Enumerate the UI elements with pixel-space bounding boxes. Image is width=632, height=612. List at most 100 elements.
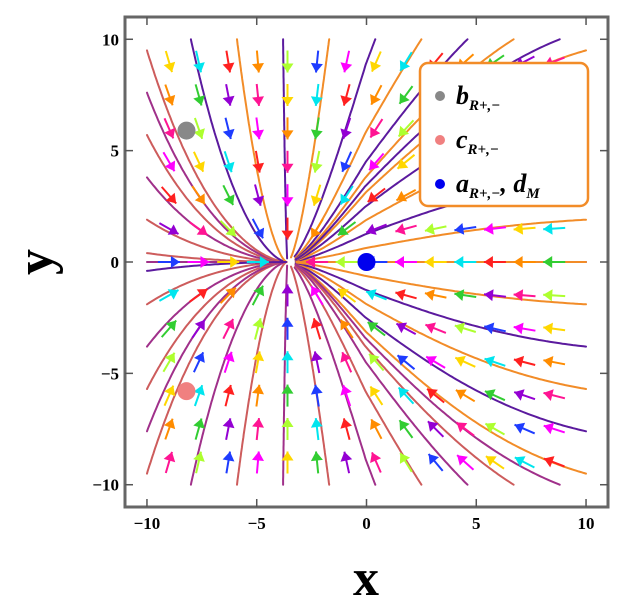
y-tick-label: 5 (111, 142, 120, 161)
vector-arrow-head (427, 421, 439, 432)
vector-arrow-head (399, 93, 410, 104)
vector-arrow-head (483, 256, 493, 268)
vector-arrow-head (513, 256, 523, 268)
x-tick-label: 10 (578, 514, 595, 533)
vector-arrow-head (281, 418, 294, 427)
vector-arrow-head (340, 451, 353, 462)
stream-line (282, 38, 289, 260)
vector-arrow-head (513, 289, 524, 302)
vector-arrow-head (165, 192, 177, 204)
vector-arrow-head (200, 256, 210, 268)
vector-arrow-head (369, 159, 380, 171)
vector-arrow-head (366, 289, 377, 301)
vector-arrow-head (340, 161, 352, 172)
legend-label-b: bR+,− (456, 81, 500, 114)
stream-line (294, 263, 587, 475)
vector-arrow-head (253, 227, 265, 239)
vector-arrow-head (222, 418, 235, 429)
vector-arrow-head (484, 322, 495, 335)
legend-label-a: aR+,−, dM (456, 169, 540, 202)
stream-line (295, 218, 587, 263)
vector-arrow-head (310, 451, 323, 462)
stream-line (293, 266, 377, 486)
vector-arrow-head (164, 127, 176, 139)
vector-arrow-head (281, 230, 294, 240)
vector-arrow-head (164, 352, 176, 364)
legend: bR+,− cR+,− aR+,−, dM (418, 61, 590, 208)
vector-arrow-head (281, 451, 294, 461)
vector-arrow-head (370, 94, 381, 105)
vector-arrow-head (543, 222, 553, 235)
vector-arrow-head (513, 355, 525, 368)
equilibrium-point-a (357, 253, 376, 271)
vector-arrow-head (163, 418, 176, 430)
y-tick-label: −5 (101, 364, 119, 383)
vector-arrow-head (543, 289, 553, 302)
stream-line (146, 134, 288, 263)
vector-arrow-head (306, 256, 316, 268)
vector-arrow-head (222, 385, 235, 396)
vector-arrow-head (164, 385, 176, 397)
x-tick-label: −10 (134, 514, 161, 533)
axis-ticks: −10 −5 0 5 10 −10 −5 0 5 10 (92, 17, 608, 533)
vector-arrow-head (398, 387, 410, 399)
vector-arrow-head (396, 322, 408, 334)
vector-arrow-head (340, 95, 352, 106)
vector-arrow-head (163, 94, 176, 106)
vector-arrow-head (396, 190, 408, 202)
vector-arrow-head (428, 454, 439, 465)
y-tick-label: −10 (92, 476, 119, 495)
vector-arrow-head (310, 418, 323, 428)
vector-arrow-head (367, 322, 379, 333)
stream-line (290, 265, 331, 486)
vector-arrow-head (281, 163, 294, 173)
vector-arrow-head (484, 355, 495, 368)
vector-arrow-head (456, 422, 468, 433)
vector-arrow-head (193, 95, 205, 106)
vector-arrow-head (370, 419, 381, 430)
vector-arrow-head (252, 162, 265, 173)
y-tick-label: 10 (102, 30, 119, 49)
vector-arrow-head (424, 289, 435, 301)
stream-line (146, 49, 287, 263)
vector-arrow-head (340, 418, 352, 429)
equilibrium-point-b (177, 121, 196, 140)
vector-arrow-head (252, 451, 264, 461)
vector-arrow-head (397, 158, 409, 169)
vector-arrow-head (513, 222, 524, 235)
stream-line (295, 261, 587, 306)
vector-arrow-head (543, 422, 555, 435)
stream-line (290, 38, 331, 259)
vector-arrow-head (513, 322, 524, 335)
x-tick-label: −5 (248, 514, 266, 533)
vector-arrow-head (398, 125, 410, 137)
vector-arrow-head (484, 389, 496, 401)
vector-arrow-head (338, 225, 349, 236)
vector-arrow-head (164, 160, 176, 172)
vector-arrow-head (194, 352, 205, 363)
vector-arrow-head (310, 227, 322, 238)
vector-arrow-head (252, 63, 264, 73)
vector-arrow-head (163, 61, 176, 73)
vector-arrow-head (366, 223, 377, 235)
stream-line (295, 264, 515, 486)
vector-arrow-head (340, 352, 352, 363)
vector-arrow-head (193, 451, 205, 462)
vector-arrow-head (340, 128, 352, 139)
stream-line (146, 261, 288, 390)
stream-line (295, 264, 469, 486)
vector-arrow-head (424, 223, 435, 235)
legend-label-c: cR+,− (456, 125, 499, 158)
y-axis-title: y (7, 249, 64, 275)
stream-line (146, 176, 286, 263)
vector-arrow-head (222, 451, 235, 462)
vector-arrow-head (424, 256, 434, 268)
vector-arrow-head (165, 320, 177, 332)
vector-arrow-head (310, 318, 323, 329)
vector-arrow-head (514, 422, 526, 434)
vector-arrow-head (310, 351, 323, 362)
vector-arrow-head (310, 195, 323, 206)
vector-arrow-head (163, 451, 176, 463)
vector-arrow-head (194, 319, 205, 331)
vector-arrow-head (252, 318, 265, 329)
